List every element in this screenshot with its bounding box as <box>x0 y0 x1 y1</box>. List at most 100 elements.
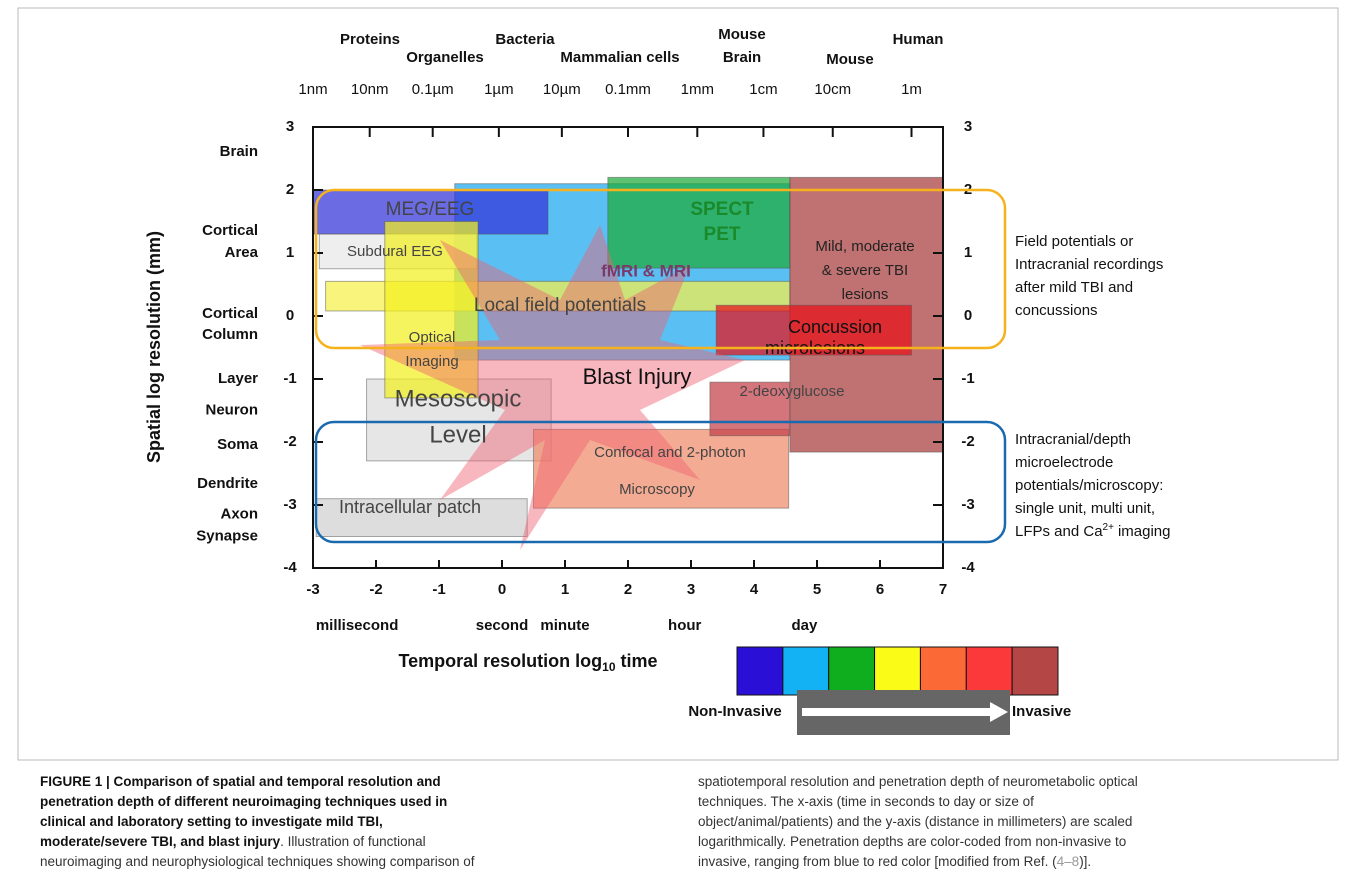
top-tick-label: 0.1µm <box>412 81 454 98</box>
caption-left: FIGURE 1 | Comparison of spatial and tem… <box>40 772 475 872</box>
caption-line: moderate/severe TBI, and blast injury. I… <box>40 832 475 852</box>
x-tick-label: 1 <box>561 581 569 598</box>
scale-swatch <box>1012 647 1058 695</box>
structure-label: Layer <box>218 370 258 387</box>
top-tick-label: 1nm <box>298 81 327 98</box>
scale-label: Non-Invasive <box>688 703 781 720</box>
caption-line: invasive, ranging from blue to red color… <box>698 852 1138 872</box>
annotation: concussions <box>1015 302 1098 319</box>
top-tick-label: 1m <box>901 81 922 98</box>
time-label: second <box>476 617 529 634</box>
caption-right: spatiotemporal resolution and penetratio… <box>698 772 1138 872</box>
annotation: LFPs and Ca2+imaging <box>1015 522 1170 540</box>
region-label: Blast Injury <box>583 364 692 389</box>
y2-tick-label: 1 <box>964 244 972 261</box>
structure-label: Cortical <box>202 222 258 239</box>
time-label: hour <box>668 617 701 634</box>
structure-label: Synapse <box>196 527 258 544</box>
x-tick-label: 0 <box>498 581 506 598</box>
y2-tick-label: 3 <box>964 118 972 135</box>
annotation-part: imaging <box>1118 523 1171 540</box>
caption-line: techniques. The x-axis (time in seconds … <box>698 792 1138 812</box>
organism-label: Proteins <box>340 31 400 48</box>
caption-line: object/animal/patients) and the y-axis (… <box>698 812 1138 832</box>
region-label: Subdural EEG <box>347 243 443 260</box>
scale-swatch <box>966 647 1012 695</box>
y-axis-label: Spatial log resolution (mm) <box>144 231 164 463</box>
region-label: Microscopy <box>619 481 695 498</box>
region-label: Imaging <box>405 353 458 370</box>
x-axis-label-part: time <box>621 651 658 671</box>
annotation: single unit, multi unit, <box>1015 500 1155 517</box>
structure-label: Column <box>202 326 258 343</box>
caption-line: penetration depth of different neuroimag… <box>40 792 475 812</box>
scale-swatch <box>920 647 966 695</box>
x-axis-label-part: Temporal resolution log <box>398 651 602 671</box>
organism-label: Bacteria <box>495 31 555 48</box>
region-label: Mesoscopic <box>395 385 522 412</box>
x-tick-label: 3 <box>687 581 695 598</box>
caption-text: . Illustration of functional <box>280 834 426 849</box>
caption-line: clinical and laboratory setting to inves… <box>40 812 475 832</box>
organism-label: Brain <box>723 49 761 66</box>
annotation: Intracranial recordings <box>1015 256 1163 273</box>
region-label: Local field potentials <box>474 295 646 316</box>
structure-label: Neuron <box>206 401 259 418</box>
y2-tick-label: -2 <box>961 433 974 450</box>
y-tick-label: -4 <box>283 559 297 576</box>
scale-swatch <box>829 647 875 695</box>
scale-label: Invasive <box>1012 703 1071 720</box>
caption-text: )]. <box>1079 854 1091 869</box>
structure-label: Axon <box>221 505 259 522</box>
time-label: minute <box>540 617 589 634</box>
y-tick-label: -2 <box>283 433 296 450</box>
caption-line: spatiotemporal resolution and penetratio… <box>698 772 1138 792</box>
annotation-part: 2+ <box>1103 522 1115 533</box>
annotation-part: LFPs and Ca <box>1015 523 1103 540</box>
time-label: day <box>791 617 818 634</box>
y2-tick-label: 0 <box>964 307 972 324</box>
annotation: Intracranial/depth <box>1015 431 1131 448</box>
time-label: millisecond <box>316 617 399 634</box>
caption-bold: penetration depth of different neuroimag… <box>40 794 447 809</box>
caption-line: neuroimaging and neurophysiological tech… <box>40 852 475 872</box>
y-tick-label: 2 <box>286 181 294 198</box>
scale-swatch <box>783 647 829 695</box>
caption-line: FIGURE 1 | Comparison of spatial and tem… <box>40 772 475 792</box>
x-tick-label: -2 <box>369 581 382 598</box>
organism-label: Organelles <box>406 49 484 66</box>
x-tick-label: 7 <box>939 581 947 598</box>
structure-label: Dendrite <box>197 475 258 492</box>
annotation: potentials/microscopy: <box>1015 477 1163 494</box>
y-tick-label: 0 <box>286 307 294 324</box>
page: MEG/EEGSPECTSubdural EEGLocal field pote… <box>0 0 1356 896</box>
region-label: fMRI & MRI <box>601 261 691 280</box>
organism-label: Human <box>893 31 944 48</box>
structure-label: Area <box>225 244 259 261</box>
caption-bold: FIGURE 1 | Comparison of spatial and tem… <box>40 774 441 789</box>
region-label: lesions <box>842 286 889 303</box>
region-label: Intracellular patch <box>339 497 481 517</box>
caption-line: logarithmically. Penetration depths are … <box>698 832 1138 852</box>
structure-label: Brain <box>220 143 258 160</box>
region-label: MEG/EEG <box>386 199 475 220</box>
top-tick-label: 10µm <box>543 81 581 98</box>
y2-tick-label: -1 <box>961 370 974 387</box>
region-label: Mild, moderate <box>815 238 914 255</box>
caption-bold: clinical and laboratory setting to inves… <box>40 814 383 829</box>
x-tick-label: -1 <box>432 581 445 598</box>
y-tick-label: 1 <box>286 244 294 261</box>
top-tick-label: 10cm <box>814 81 851 98</box>
scale-swatch <box>737 647 783 695</box>
annotation: microelectrode <box>1015 454 1113 471</box>
structure-label: Soma <box>217 436 259 453</box>
scale-swatch <box>875 647 921 695</box>
region-label: Level <box>429 421 486 448</box>
x-axis-label-part: 10 <box>602 660 616 674</box>
y-tick-label: -3 <box>283 496 296 513</box>
top-tick-label: 1cm <box>749 81 777 98</box>
annotation: Field potentials or <box>1015 233 1133 250</box>
y2-tick-label: -4 <box>961 559 975 576</box>
top-tick-label: 0.1mm <box>605 81 651 98</box>
